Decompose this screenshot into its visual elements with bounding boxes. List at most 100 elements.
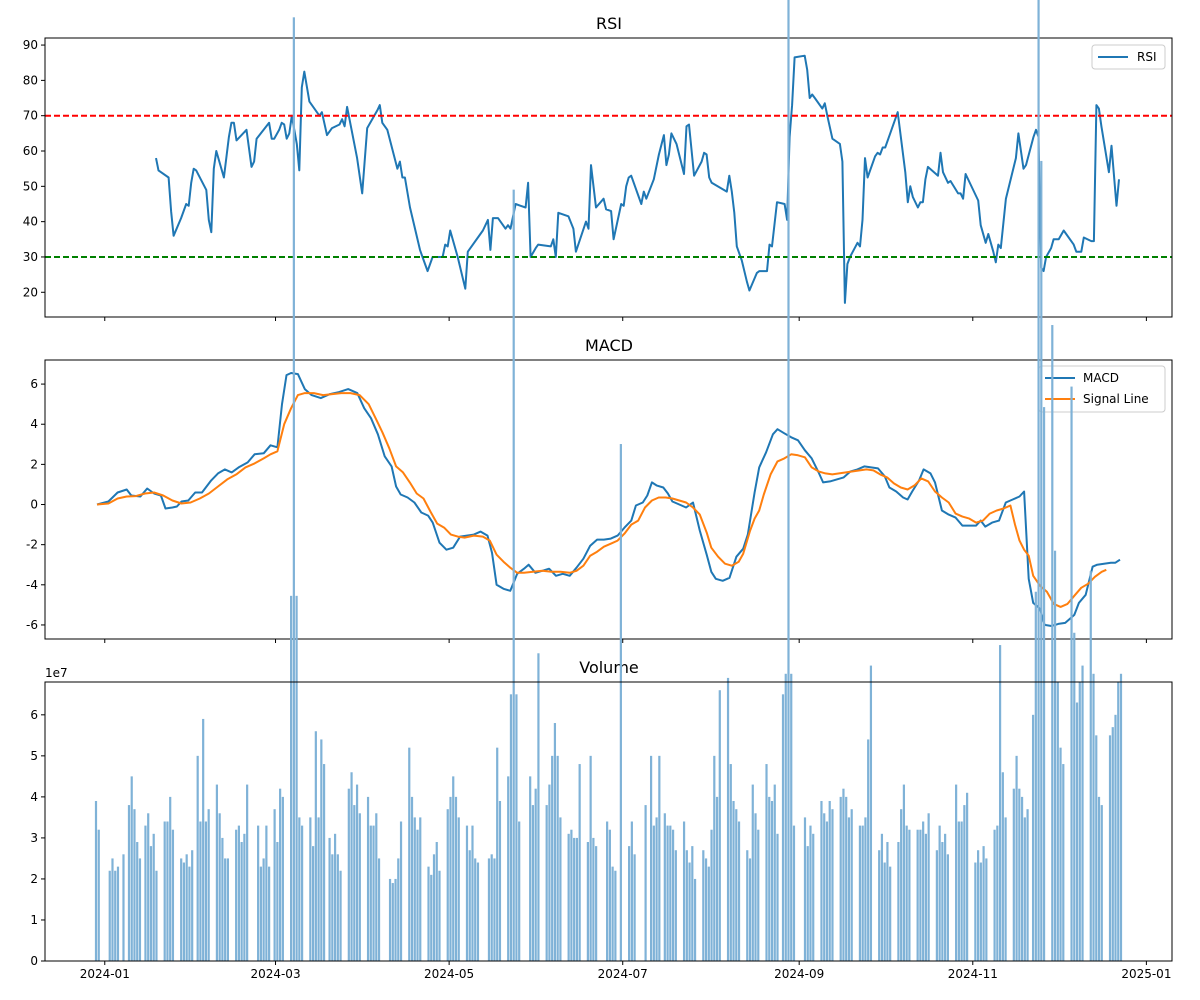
volume-bar — [746, 850, 749, 961]
volume-bar — [916, 829, 919, 961]
volume-y-tick-label: 0 — [30, 954, 38, 968]
volume-bar — [996, 825, 999, 961]
volume-bar — [839, 796, 842, 961]
volume-bar — [169, 796, 172, 961]
volume-y-tick-label: 5 — [30, 749, 38, 763]
volume-bar — [858, 825, 862, 961]
volume-bar — [1114, 714, 1117, 961]
volume-bar — [111, 858, 114, 961]
volume-bar — [927, 813, 930, 961]
volume-panel: Volume 1e7 0 1 2 3 4 5 6 2024-01 2024-03 2024-05… — [30, 0, 1173, 981]
x-tick-label: 2024-05 — [424, 967, 474, 981]
volume-bar — [993, 829, 996, 961]
volume-bar — [663, 813, 666, 961]
volume-bar — [446, 809, 449, 961]
volume-bar — [185, 854, 188, 961]
macd-series-macd — [96, 372, 1121, 627]
volume-bar — [1117, 682, 1120, 961]
volume-bar — [1040, 160, 1043, 961]
volume-bar — [427, 866, 430, 961]
volume-plot-area — [94, 0, 1123, 962]
volume-bar — [290, 595, 293, 961]
volume-bar — [751, 784, 754, 961]
volume-bar — [1092, 673, 1095, 961]
rsi-y-tick-label: 80 — [23, 73, 38, 87]
volume-bar — [235, 829, 238, 961]
rsi-legend-box — [1091, 44, 1166, 70]
volume-bar — [944, 833, 947, 961]
volume-bar — [350, 772, 353, 961]
volume-bar — [573, 837, 576, 961]
volume-bar — [1059, 747, 1062, 961]
volume-bar — [246, 784, 249, 961]
volume-bar — [94, 800, 98, 961]
volume-bar — [1056, 682, 1059, 961]
volume-bar — [279, 788, 282, 961]
volume-bar — [416, 829, 419, 961]
volume-bar — [812, 833, 815, 961]
x-tick-label: 2024-09 — [774, 967, 824, 981]
volume-y-tick-label: 6 — [30, 708, 38, 722]
volume-bar — [273, 809, 276, 961]
volume-bar — [735, 809, 738, 961]
rsi-y-tick-label: 30 — [23, 250, 38, 264]
volume-bar — [163, 821, 166, 961]
volume-bar — [322, 764, 326, 961]
volume-bar — [658, 755, 661, 961]
volume-bar — [394, 878, 397, 961]
volume-bar — [820, 800, 823, 961]
macd-frame — [44, 359, 1173, 640]
volume-bar — [487, 858, 491, 961]
volume-bar — [748, 858, 752, 961]
volume-bar — [669, 825, 672, 961]
volume-bar — [685, 850, 688, 961]
volume-bar — [468, 850, 471, 961]
volume-bar — [941, 842, 944, 961]
volume-y-axis: 0 1 2 3 4 5 6 — [30, 708, 45, 968]
volume-bar — [413, 817, 416, 961]
volume-x-axis: 2024-01 2024-03 2024-05 2024-07 2024-09 2024-… — [80, 961, 1171, 981]
volume-bar — [578, 764, 581, 961]
volume-bar — [397, 858, 400, 961]
volume-bar — [666, 825, 669, 961]
volume-bar — [737, 821, 741, 961]
volume-bar — [155, 870, 158, 961]
volume-bar — [224, 858, 227, 961]
volume-bar — [182, 862, 186, 961]
volume-bar — [449, 796, 452, 961]
volume-bar — [682, 821, 686, 961]
volume-bar — [1070, 386, 1073, 962]
volume-bar — [707, 866, 710, 961]
volume-bar — [515, 694, 518, 961]
volume-bar — [138, 858, 142, 961]
volume-bar — [529, 776, 532, 961]
volume-bar — [691, 846, 694, 961]
volume-y-tick-label: 2 — [30, 872, 38, 886]
rsi-plot-area — [45, 54, 1172, 304]
volume-bar — [545, 805, 548, 961]
volume-bar — [974, 862, 977, 961]
volume-bar — [765, 764, 768, 961]
volume-bar — [471, 825, 474, 961]
x-tick-label: 2025-01 — [1121, 967, 1171, 981]
volume-bar — [861, 825, 864, 961]
volume-bar — [897, 842, 900, 961]
volume-bar — [985, 858, 988, 961]
volume-bar — [883, 862, 886, 961]
x-tick-label: 2024-01 — [80, 967, 130, 981]
volume-bar — [1051, 325, 1054, 961]
volume-bar — [1018, 788, 1021, 961]
volume-bar — [419, 817, 422, 961]
volume-bar — [314, 731, 317, 961]
volume-bar — [889, 866, 892, 961]
macd-title: MACD — [585, 336, 633, 355]
volume-bar — [869, 665, 873, 961]
macd-y-axis: -6 -4 -2 0 2 4 6 — [26, 377, 45, 632]
macd-legend-label-signal: Signal Line — [1083, 392, 1149, 406]
volume-bar — [1031, 714, 1035, 961]
volume-bar — [938, 825, 941, 961]
volume-bar — [619, 444, 622, 961]
volume-bar — [1042, 407, 1046, 962]
volume-bar — [265, 825, 268, 961]
